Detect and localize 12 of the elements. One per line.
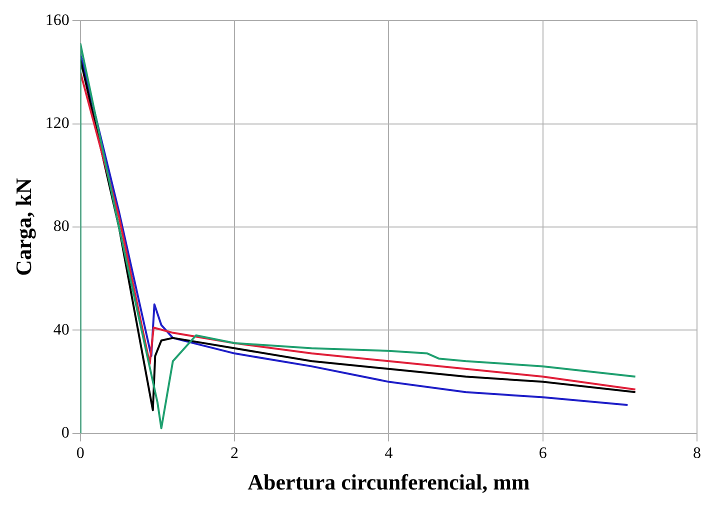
x-tick-label: 8 <box>693 445 701 462</box>
x-tick-label: 4 <box>384 445 393 462</box>
y-tick-label: 120 <box>45 115 70 132</box>
y-tick-label: 160 <box>45 12 70 29</box>
y-tick-label: 80 <box>53 218 70 236</box>
y-tick-label: 0 <box>61 424 70 442</box>
x-axis-title: Abertura circunferencial, mm <box>248 469 530 494</box>
x-tick-label: 2 <box>230 445 239 462</box>
y-tick-label: 40 <box>53 321 70 338</box>
x-tick-label: 0 <box>76 445 84 462</box>
x-tick-label: 6 <box>538 445 547 462</box>
y-axis-title: Carga, kN <box>10 178 36 276</box>
